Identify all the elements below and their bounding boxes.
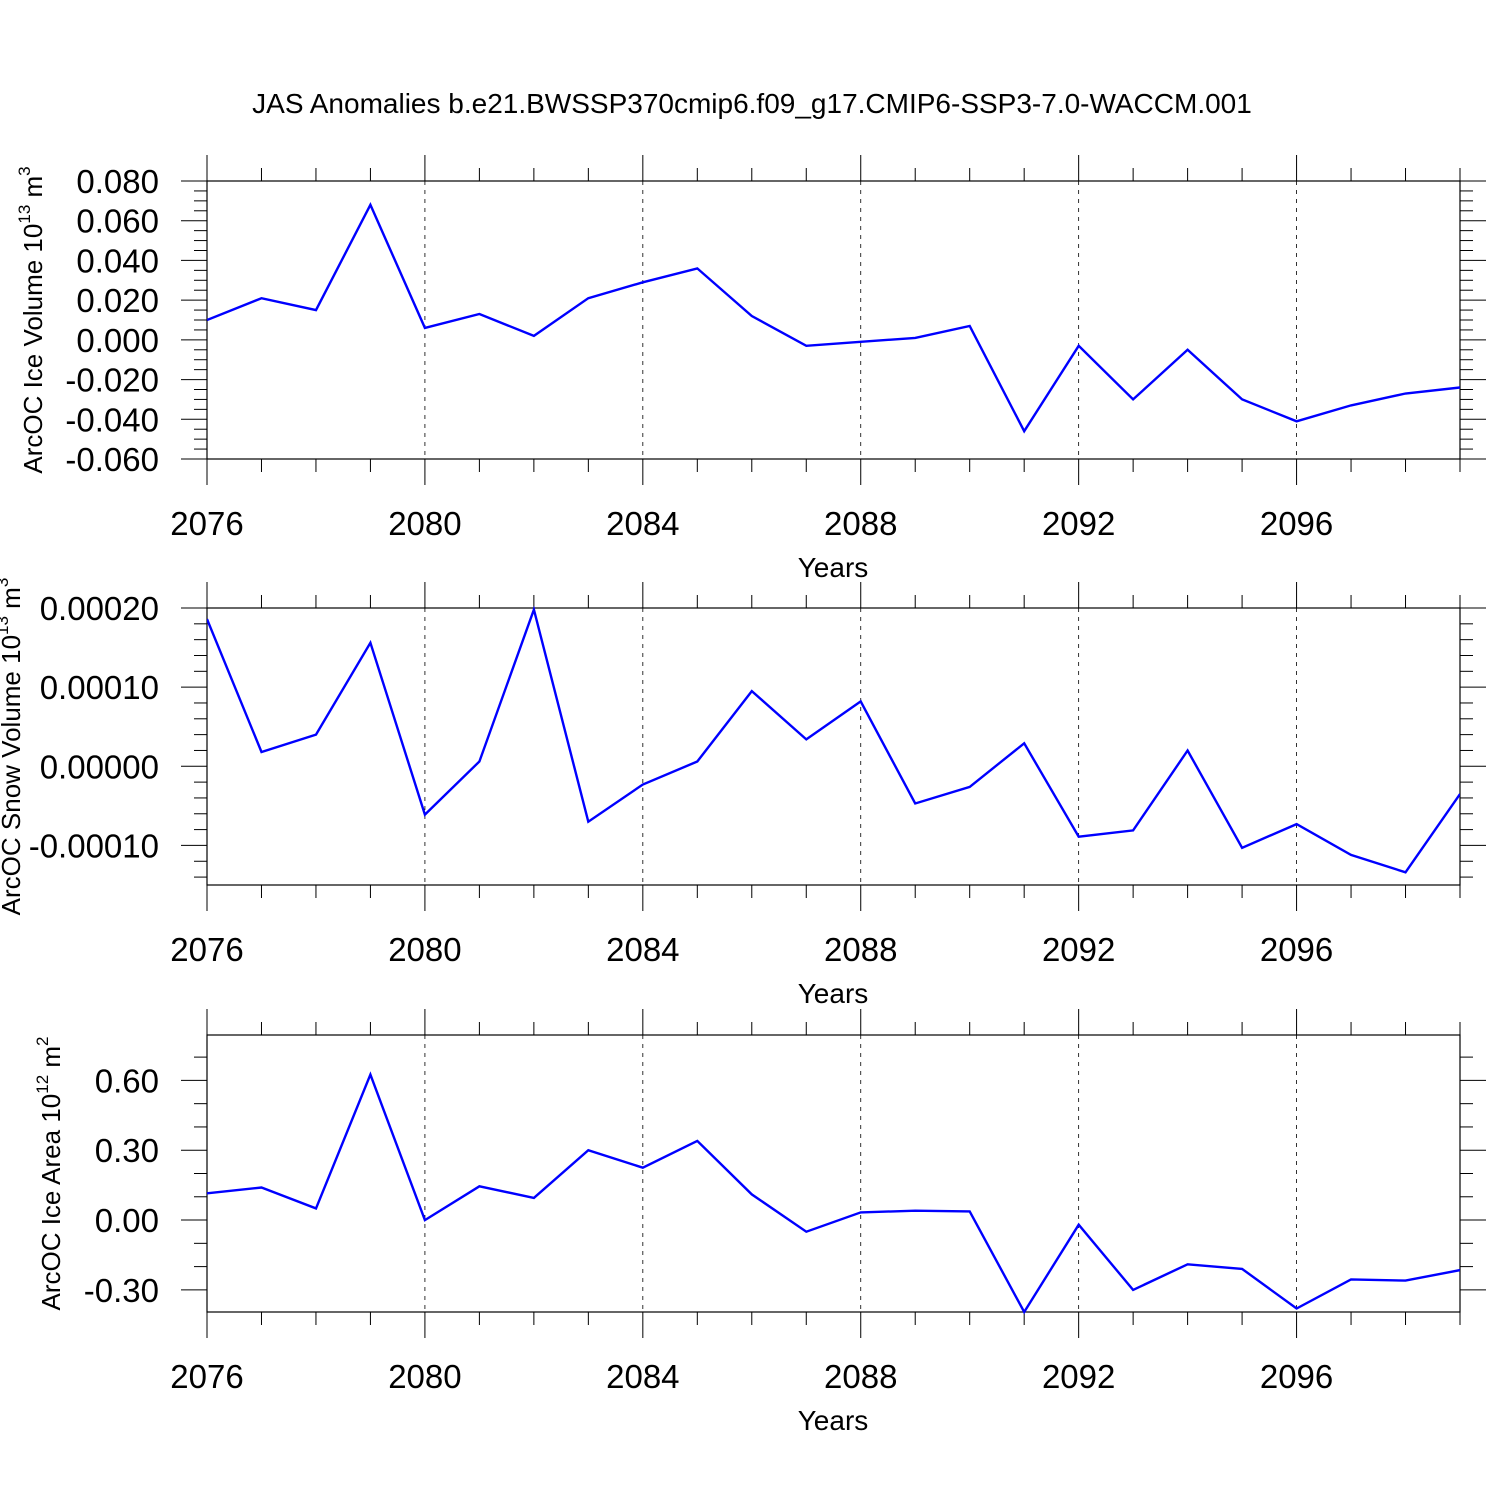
panel-2: 2076 2080 2084 2088 2092 2096 Years -0.00010 0.0… bbox=[0, 578, 1486, 1009]
panel-3: 2076 2080 2084 2088 2092 2096 Years -0.30 0.00 0.… bbox=[33, 1009, 1486, 1436]
y-tick-label: -0.040 bbox=[65, 401, 159, 438]
x-tick-label: 2084 bbox=[606, 1358, 679, 1395]
x-tick-label: 2092 bbox=[1042, 505, 1115, 542]
series-line bbox=[207, 1071, 1460, 1314]
y-axis-label-main: ArcOC Ice Area 10 bbox=[36, 1094, 66, 1311]
x-tick-label: 2080 bbox=[388, 931, 461, 968]
y-axis-label-unit-exponent: 3 bbox=[15, 166, 34, 175]
x-axis-label: Years bbox=[798, 978, 869, 1009]
y-axis-label-unit-exponent: 3 bbox=[0, 578, 12, 587]
y-axis-label-exponent: 12 bbox=[33, 1075, 52, 1094]
x-tick-label: 2092 bbox=[1042, 931, 1115, 968]
x-tick-label: 2088 bbox=[824, 1358, 897, 1395]
y-tick-label: 0.00000 bbox=[40, 748, 159, 785]
series-line bbox=[207, 606, 1460, 874]
y-axis-label-unit-exponent: 2 bbox=[33, 1036, 52, 1045]
y-tick-label: 0.30 bbox=[95, 1132, 159, 1169]
panels: 2076 2080 2084 2088 2092 2096 Years -0.060-0.04… bbox=[0, 155, 1486, 1436]
panel-1: 2076 2080 2084 2088 2092 2096 Years -0.060-0.04… bbox=[15, 155, 1486, 583]
x-tick-label: 2076 bbox=[170, 931, 243, 968]
y-tick-label: -0.020 bbox=[65, 362, 159, 399]
y-axis-label-exponent: 13 bbox=[0, 616, 12, 635]
y-tick-label: 0.000 bbox=[76, 322, 159, 359]
plot-frame bbox=[206, 180, 1461, 460]
x-axis-label: Years bbox=[798, 1405, 869, 1436]
x-tick-label: 2096 bbox=[1260, 505, 1333, 542]
y-axis-label-unit: m bbox=[18, 176, 48, 205]
chart-title: JAS Anomalies b.e21.BWSSP370cmip6.f09_g1… bbox=[252, 88, 1252, 119]
y-axis-label: ArcOC Snow Volume 1013 m3 bbox=[0, 578, 26, 916]
y-axis-label: ArcOC Ice Area 1012 m2 bbox=[33, 1036, 66, 1310]
y-tick-label: 0.00020 bbox=[40, 590, 159, 627]
x-tick-label: 2084 bbox=[606, 505, 679, 542]
y-tick-label: 0.080 bbox=[76, 163, 159, 200]
y-tick-label: 0.00010 bbox=[40, 669, 159, 706]
plot-frame bbox=[206, 607, 1461, 886]
y-tick-label: -0.00010 bbox=[29, 827, 159, 864]
y-axis-label-main: ArcOC Ice Volume 10 bbox=[18, 224, 48, 474]
y-axis-label-exponent: 13 bbox=[15, 205, 34, 224]
y-tick-label: 0.60 bbox=[95, 1062, 159, 1099]
y-tick-label: 0.020 bbox=[76, 282, 159, 319]
y-axis-label-unit: m bbox=[36, 1046, 66, 1075]
x-tick-label: 2076 bbox=[170, 1358, 243, 1395]
x-axis-label: Years bbox=[798, 552, 869, 583]
x-tick-label: 2076 bbox=[170, 505, 243, 542]
y-tick-label: 0.060 bbox=[76, 203, 159, 240]
y-axis-label: ArcOC Ice Volume 1013 m3 bbox=[15, 166, 48, 473]
x-tick-label: 2080 bbox=[388, 505, 461, 542]
x-tick-label: 2088 bbox=[824, 505, 897, 542]
x-tick-label: 2088 bbox=[824, 931, 897, 968]
y-axis-label-main: ArcOC Snow Volume 10 bbox=[0, 635, 26, 915]
y-axis-label-unit: m bbox=[0, 587, 26, 616]
x-tick-label: 2080 bbox=[388, 1358, 461, 1395]
y-tick-label: 0.00 bbox=[95, 1202, 159, 1239]
plot-frame bbox=[206, 1034, 1461, 1313]
y-tick-label: -0.30 bbox=[84, 1272, 159, 1309]
x-tick-label: 2096 bbox=[1260, 931, 1333, 968]
y-tick-label: 0.040 bbox=[76, 242, 159, 279]
x-tick-label: 2084 bbox=[606, 931, 679, 968]
series-line bbox=[207, 202, 1460, 434]
y-tick-label: -0.060 bbox=[65, 441, 159, 478]
x-tick-label: 2092 bbox=[1042, 1358, 1115, 1395]
x-tick-label: 2096 bbox=[1260, 1358, 1333, 1395]
